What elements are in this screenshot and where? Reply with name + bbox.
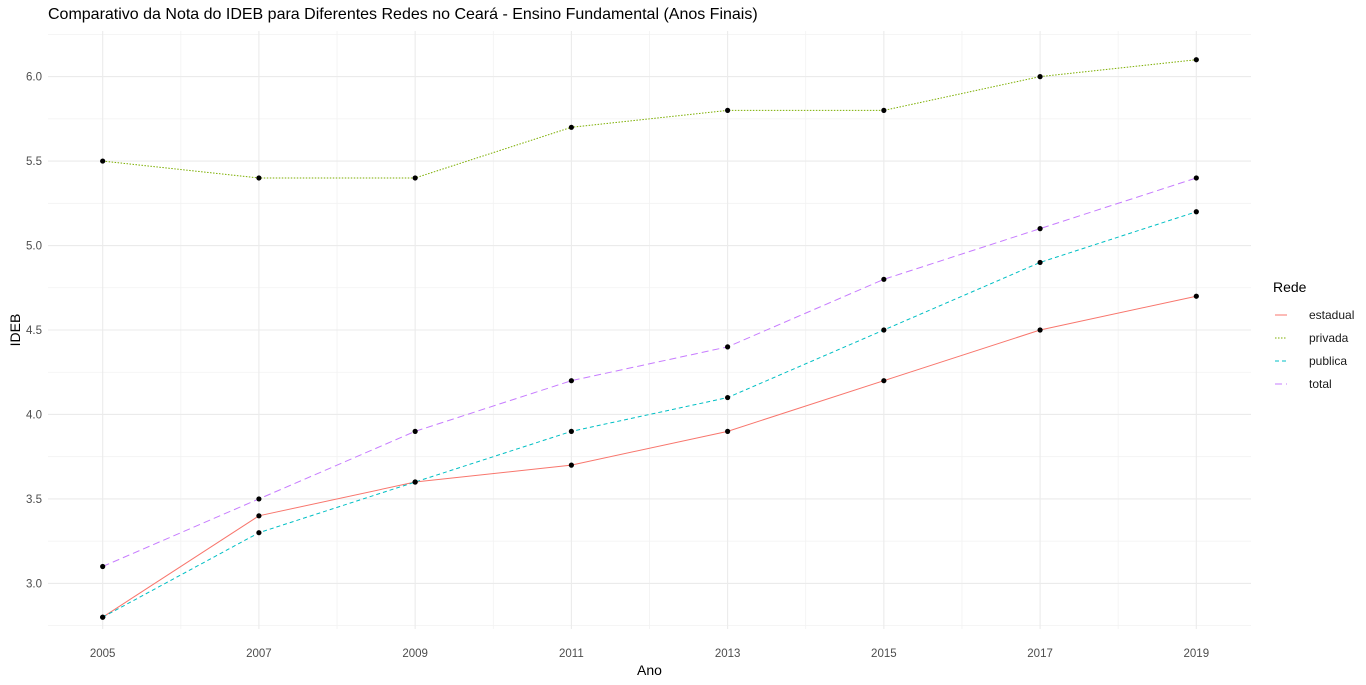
legend-item-total: total xyxy=(1273,372,1354,395)
data-point-publica xyxy=(725,394,731,401)
y-tick-label: 4.5 xyxy=(26,325,42,337)
x-tick-label: 2007 xyxy=(246,648,272,660)
data-point-publica xyxy=(1037,259,1043,266)
data-point-estadual xyxy=(725,428,731,434)
x-tick-label: 2011 xyxy=(559,648,584,660)
legend-key-estadual xyxy=(1275,314,1287,315)
legend-title: Rede xyxy=(1273,279,1307,295)
series-line-privada xyxy=(102,59,1197,179)
data-point-publica xyxy=(881,327,887,333)
legend-key-publica xyxy=(1275,360,1287,361)
legend-item-privada: privada xyxy=(1273,326,1354,349)
data-point-privada xyxy=(725,107,731,113)
data-point-privada xyxy=(256,175,262,181)
data-point-publica xyxy=(568,428,574,434)
x-tick-label: 2017 xyxy=(1027,648,1053,660)
data-point-total xyxy=(1037,226,1043,232)
grid xyxy=(48,31,1251,629)
legend-key-privada xyxy=(1275,337,1287,338)
legend-item-estadual: estadual xyxy=(1273,303,1354,326)
y-tick-label: 3.5 xyxy=(26,494,42,506)
x-tick-label: 2019 xyxy=(1184,648,1210,660)
data-point-total xyxy=(412,428,418,434)
y-axis-title: IDEB xyxy=(7,314,23,347)
chart-title: Comparativo da Nota do IDEB para Diferen… xyxy=(48,6,758,23)
data-point-total xyxy=(725,344,731,350)
data-point-estadual xyxy=(1037,327,1043,333)
data-point-estadual xyxy=(1193,293,1199,299)
x-tick-label: 2015 xyxy=(871,648,897,660)
y-tick-label: 3.0 xyxy=(26,578,42,590)
series-line-publica xyxy=(102,211,1197,618)
legend-label-total: total xyxy=(1309,376,1332,391)
legend-label-privada: privada xyxy=(1309,330,1349,345)
y-tick-label: 6.0 xyxy=(26,72,42,84)
data-point-total xyxy=(100,563,106,570)
x-tick-label: 2009 xyxy=(402,648,428,660)
series-line-total xyxy=(102,177,1197,567)
legend-item-publica: publica xyxy=(1273,349,1354,372)
data-point-estadual xyxy=(881,378,887,384)
series-line-estadual xyxy=(102,295,1197,618)
data-point-publica xyxy=(412,479,418,485)
data-point-total xyxy=(256,496,262,502)
x-tick-label: 2013 xyxy=(715,648,741,660)
legend-label-publica: publica xyxy=(1309,353,1348,368)
y-tick-label: 4.0 xyxy=(26,409,42,421)
data-point-publica xyxy=(100,614,106,620)
data-point-estadual xyxy=(568,462,574,468)
legend: Rede estadual privada publica total xyxy=(1273,279,1354,395)
data-point-publica xyxy=(256,530,262,536)
data-point-total xyxy=(568,378,574,384)
data-point-privada xyxy=(412,175,418,181)
x-tick-label: 2005 xyxy=(90,648,116,660)
data-point-total xyxy=(1193,175,1199,181)
data-point-privada xyxy=(1193,57,1199,63)
data-point-privada xyxy=(568,124,574,130)
data-point-estadual xyxy=(256,513,262,519)
legend-label-estadual: estadual xyxy=(1309,307,1355,322)
y-tick-label: 5.0 xyxy=(26,241,42,253)
data-point-total xyxy=(881,276,887,282)
y-tick-label: 5.5 xyxy=(26,156,42,168)
x-axis-title: Ano xyxy=(637,662,662,678)
data-point-privada xyxy=(1037,74,1043,80)
data-point-privada xyxy=(100,158,106,164)
data-point-publica xyxy=(1193,209,1199,215)
legend-items: estadual privada publica total xyxy=(1273,303,1354,395)
legend-key-total xyxy=(1275,383,1287,384)
data-point-privada xyxy=(881,107,887,113)
